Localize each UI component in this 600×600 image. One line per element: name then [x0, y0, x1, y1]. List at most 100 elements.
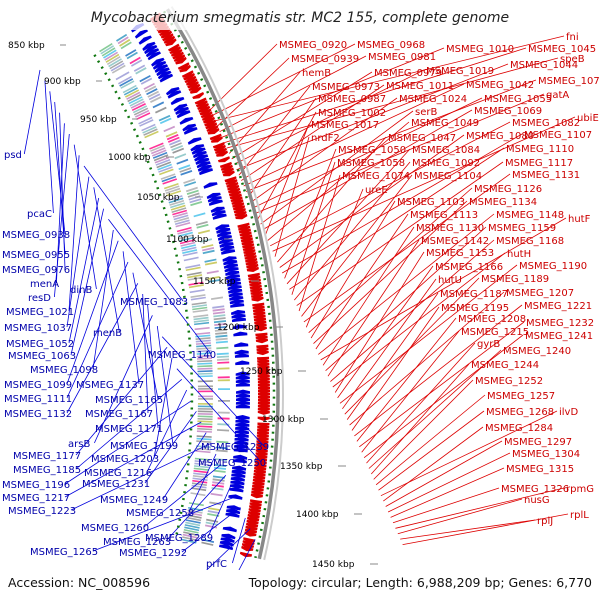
forward-gene-arrow — [251, 490, 264, 496]
feature-block — [192, 309, 208, 313]
feature-block — [202, 247, 215, 252]
reverse-connector — [199, 528, 251, 578]
reverse-gene-arrow — [226, 277, 241, 283]
forward-gene-arrow — [162, 33, 174, 42]
feature-block — [217, 361, 230, 364]
feature-block — [169, 199, 185, 206]
reverse-gene-label: MSMEG_1165 — [95, 395, 163, 406]
feature-block — [168, 197, 184, 204]
forward-gene-label: speB — [560, 54, 585, 65]
reverse-gene-label: MSMEG_1132 — [4, 409, 72, 420]
reverse-connector — [232, 517, 246, 564]
forward-gene-arrow — [238, 225, 251, 231]
reverse-gene-arrow — [208, 199, 223, 206]
forward-gene-label: rplL — [570, 510, 589, 521]
forward-gene-label: MSMEG_1148 — [496, 210, 564, 221]
forward-connector — [310, 200, 396, 339]
feature-block — [119, 38, 131, 47]
feature-block — [193, 467, 209, 471]
feature-block — [157, 163, 172, 171]
forward-gene-label: MSMEG_1082 — [512, 118, 580, 129]
feature-block — [185, 521, 201, 527]
reverse-gene-arrow — [235, 422, 250, 427]
forward-gene-label: MSMEG_1047 — [388, 133, 456, 144]
forward-gene-label: hutF — [568, 214, 591, 225]
reverse-connector — [147, 304, 159, 429]
reverse-gene-arrow — [199, 168, 213, 176]
feature-block — [195, 334, 211, 338]
feature-block — [183, 178, 196, 184]
feature-block — [178, 231, 193, 237]
kbp-tick-label: 1000 kbp — [108, 153, 151, 163]
forward-gene-label: MSMEG_1069 — [474, 106, 542, 117]
feature-block — [218, 400, 230, 402]
reverse-gene-arrow — [234, 443, 249, 449]
feature-block — [197, 418, 213, 421]
feature-block — [197, 370, 213, 373]
feature-block — [127, 93, 142, 103]
feature-block — [217, 379, 230, 382]
reverse-gene-label: MSMEG_1223 — [8, 506, 76, 517]
feature-block — [216, 440, 229, 444]
forward-gene-arrow — [254, 461, 267, 466]
feature-block — [195, 337, 211, 340]
feature-block — [119, 78, 134, 87]
forward-gene-label: MSMEG_1190 — [519, 261, 587, 272]
reverse-gene-label: MSMEG_1292 — [119, 548, 187, 559]
feature-block — [165, 131, 178, 138]
reverse-gene-arrow — [220, 245, 235, 252]
reverse-gene-arrow — [195, 157, 210, 165]
forward-gene-arrow — [242, 540, 255, 546]
reverse-gene-label: MSMEG_1199 — [110, 441, 178, 452]
reverse-gene-arrow — [235, 425, 250, 431]
forward-gene-arrow — [188, 83, 201, 91]
reverse-connector — [70, 208, 104, 356]
feature-block — [187, 192, 200, 198]
reverse-connector — [142, 293, 149, 414]
feature-block — [215, 449, 228, 453]
forward-connector — [315, 213, 409, 350]
forward-connector — [281, 133, 523, 274]
feature-block — [155, 159, 171, 166]
forward-gene-label: MSMEG_1284 — [485, 423, 553, 434]
reverse-gene-arrow — [206, 192, 221, 199]
feature-block — [172, 212, 188, 218]
reverse-gene-arrow — [235, 360, 250, 366]
forward-gene-label: MSMEG_1050 — [338, 145, 406, 156]
feature-block — [179, 167, 192, 173]
reverse-gene-arrow — [219, 242, 234, 248]
feature-block — [181, 244, 196, 250]
reverse-gene-label: MSMEG_1098 — [30, 365, 98, 376]
feature-block — [140, 77, 153, 85]
forward-gene-arrow — [210, 136, 223, 143]
feature-block — [148, 93, 161, 101]
forward-gene-arrow — [246, 522, 259, 528]
feature-block — [174, 153, 187, 160]
feature-block — [214, 328, 227, 332]
feature-block — [149, 142, 164, 150]
feature-block — [189, 198, 202, 204]
feature-block — [197, 367, 213, 370]
reverse-gene-arrow — [235, 415, 250, 420]
gc-marker-track — [93, 54, 194, 540]
kbp-tick-label: 1200 kbp — [217, 323, 260, 333]
feature-block — [216, 352, 229, 356]
forward-gene-arrow — [247, 513, 260, 519]
forward-connector — [265, 123, 310, 236]
forward-connector — [245, 79, 537, 192]
forward-gene-label: MSMEG_1134 — [469, 197, 537, 208]
feature-block — [99, 43, 113, 53]
reverse-gene-arrow — [236, 389, 250, 394]
feature-block — [152, 101, 165, 109]
reverse-gene-label: MSMEG_1258 — [126, 508, 194, 519]
reverse-gene-arrow — [173, 103, 188, 112]
forward-connector — [250, 97, 398, 203]
forward-gene-arrow — [232, 202, 245, 208]
feature-block — [217, 358, 230, 361]
forward-connector — [397, 498, 523, 535]
forward-gene-arrow — [246, 519, 259, 525]
reverse-connector — [146, 389, 188, 473]
forward-gene-label: MSMEG_1070 — [538, 76, 600, 87]
feature-block — [201, 541, 214, 546]
reverse-connector — [92, 496, 236, 552]
